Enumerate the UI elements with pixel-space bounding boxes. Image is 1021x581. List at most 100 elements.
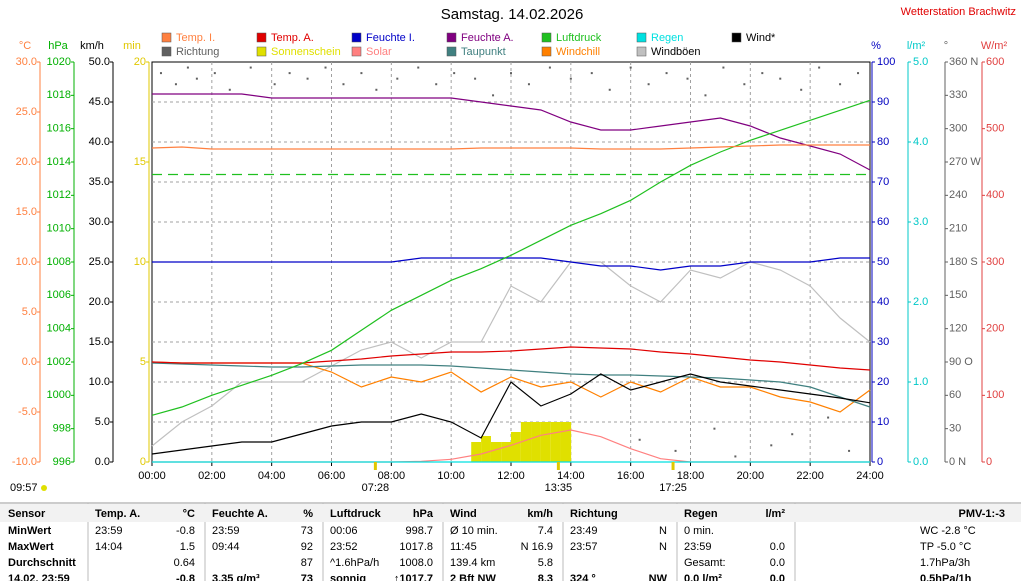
table-cell: 1.7hPa/3h — [920, 557, 970, 569]
table-cell: Gesamt: — [684, 557, 726, 569]
x-tick-label: 06:00 — [318, 470, 346, 482]
direction-dot — [360, 72, 363, 75]
table-cell: MinWert — [8, 525, 52, 537]
axis-tick-label: 100 — [877, 56, 895, 68]
table-cell: N 16.9 — [521, 541, 553, 553]
direction-dot — [324, 66, 327, 69]
direction-dot — [827, 416, 830, 419]
table-cell: 14:04 — [95, 541, 123, 553]
axis-tick-label: 50.0 — [89, 56, 110, 68]
axis-tick-label: 20.0 — [89, 296, 110, 308]
chart-title: Samstag. 14.02.2026 — [441, 6, 584, 23]
table-cell: 0.5hPa/1h — [920, 573, 972, 581]
axis-unit: % — [871, 40, 881, 52]
x-tick-label: 20:00 — [737, 470, 765, 482]
sunshine-bar — [560, 422, 572, 462]
axis-tick-label: 500 — [986, 123, 1004, 135]
axis-tick-label: 0 — [140, 456, 146, 468]
series-line — [151, 373, 871, 455]
axis-tick-label: -5.0 — [18, 406, 37, 418]
table-cell: Durchschnitt — [8, 557, 76, 569]
axis-tick-label: 600 — [986, 56, 1004, 68]
table-cell: N — [659, 525, 667, 537]
table-cell: Ø 10 min. — [450, 525, 498, 537]
legend-label: Taupunkt — [461, 46, 506, 58]
direction-dot — [647, 83, 650, 86]
axis-tick-label: 20.0 — [16, 156, 37, 168]
axis-tick-label: 30.0 — [89, 216, 110, 228]
axis-unit: l/m² — [907, 40, 926, 52]
axis-tick-label: 15.0 — [16, 206, 37, 218]
axis-tick-label: 30.0 — [16, 56, 37, 68]
table-cell: PMV-1:-3 — [959, 508, 1005, 520]
axis-tick-label: 210 — [949, 223, 967, 235]
axis-tick-label: 330 — [949, 89, 967, 101]
series-line — [151, 99, 871, 416]
x-tick-label: 02:00 — [198, 470, 226, 482]
table-cell: 0.64 — [174, 557, 195, 569]
axis-tick-label: 1004 — [47, 323, 71, 335]
sunshine-bar — [501, 442, 511, 462]
direction-dot — [857, 72, 860, 75]
axis-tick-label: 70 — [877, 176, 889, 188]
axis-unit: km/h — [80, 40, 104, 52]
table-cell: -0.8 — [176, 573, 195, 581]
legend-swatch — [161, 32, 172, 43]
direction-dot — [590, 72, 593, 75]
sunshine-bar — [481, 436, 491, 462]
axis-tick-label: 5.0 — [95, 416, 110, 428]
table-cell: 1.5 — [180, 541, 195, 553]
sunshine-bar — [490, 442, 502, 462]
direction-dot — [779, 77, 782, 80]
series-line — [151, 362, 871, 408]
table-cell: 0.0 — [770, 573, 785, 581]
sun-marker-label: 13:35 — [545, 482, 573, 494]
table-cell: 23:59 — [684, 541, 712, 553]
axis-tick-label: 3.0 — [913, 216, 928, 228]
axis-tick-label: 1012 — [47, 189, 71, 201]
table-cell: N — [659, 541, 667, 553]
direction-dot — [492, 94, 495, 97]
axis-tick-label: 15 — [134, 156, 146, 168]
direction-dot — [686, 77, 689, 80]
legend-label: Sonnenschein — [271, 46, 341, 58]
direction-dot — [569, 77, 572, 80]
direction-dot — [722, 66, 725, 69]
axis-tick-label: 240 — [949, 189, 967, 201]
table-cell: 23:52 — [330, 541, 358, 553]
table-cell: °C — [183, 508, 195, 520]
legend-label: Feuchte I. — [366, 32, 415, 44]
axis-tick-label: 5 — [140, 356, 146, 368]
axis-tick-label: 1020 — [47, 56, 71, 68]
table-cell: 0.0 — [770, 541, 785, 553]
legend-label: Feuchte A. — [461, 32, 514, 44]
direction-dot — [800, 88, 803, 91]
axis-tick-label: 25.0 — [16, 106, 37, 118]
direction-dot — [273, 83, 276, 86]
axis-tick-label: 1014 — [47, 156, 71, 168]
table-cell: Richtung — [570, 508, 618, 520]
table-cell: 139.4 km — [450, 557, 495, 569]
direction-dot — [195, 77, 198, 80]
table-cell: 23:49 — [570, 525, 598, 537]
axis-unit: hPa — [48, 40, 68, 52]
legend-label: Wind* — [746, 32, 776, 44]
axis-tick-label: 1010 — [47, 223, 71, 235]
x-tick-label: 12:00 — [497, 470, 525, 482]
direction-dot — [186, 66, 189, 69]
direction-dot — [527, 83, 530, 86]
direction-dot — [159, 72, 162, 75]
table-cell: 73 — [301, 525, 313, 537]
table-cell: Regen — [684, 508, 718, 520]
table-cell: 14.02. 23:59 — [8, 573, 70, 581]
axis-tick-label: 60 — [877, 216, 889, 228]
sunshine-bar — [531, 422, 541, 462]
x-tick-label: 04:00 — [258, 470, 286, 482]
direction-dot — [342, 83, 345, 86]
station-name: Wetterstation Brachwitz — [901, 6, 1016, 18]
direction-dot — [417, 66, 420, 69]
axis-tick-label: 30 — [877, 336, 889, 348]
table-cell: 1008.0 — [399, 557, 433, 569]
table-cell: WC -2.8 °C — [920, 525, 976, 537]
table-cell: Sensor — [8, 508, 46, 520]
